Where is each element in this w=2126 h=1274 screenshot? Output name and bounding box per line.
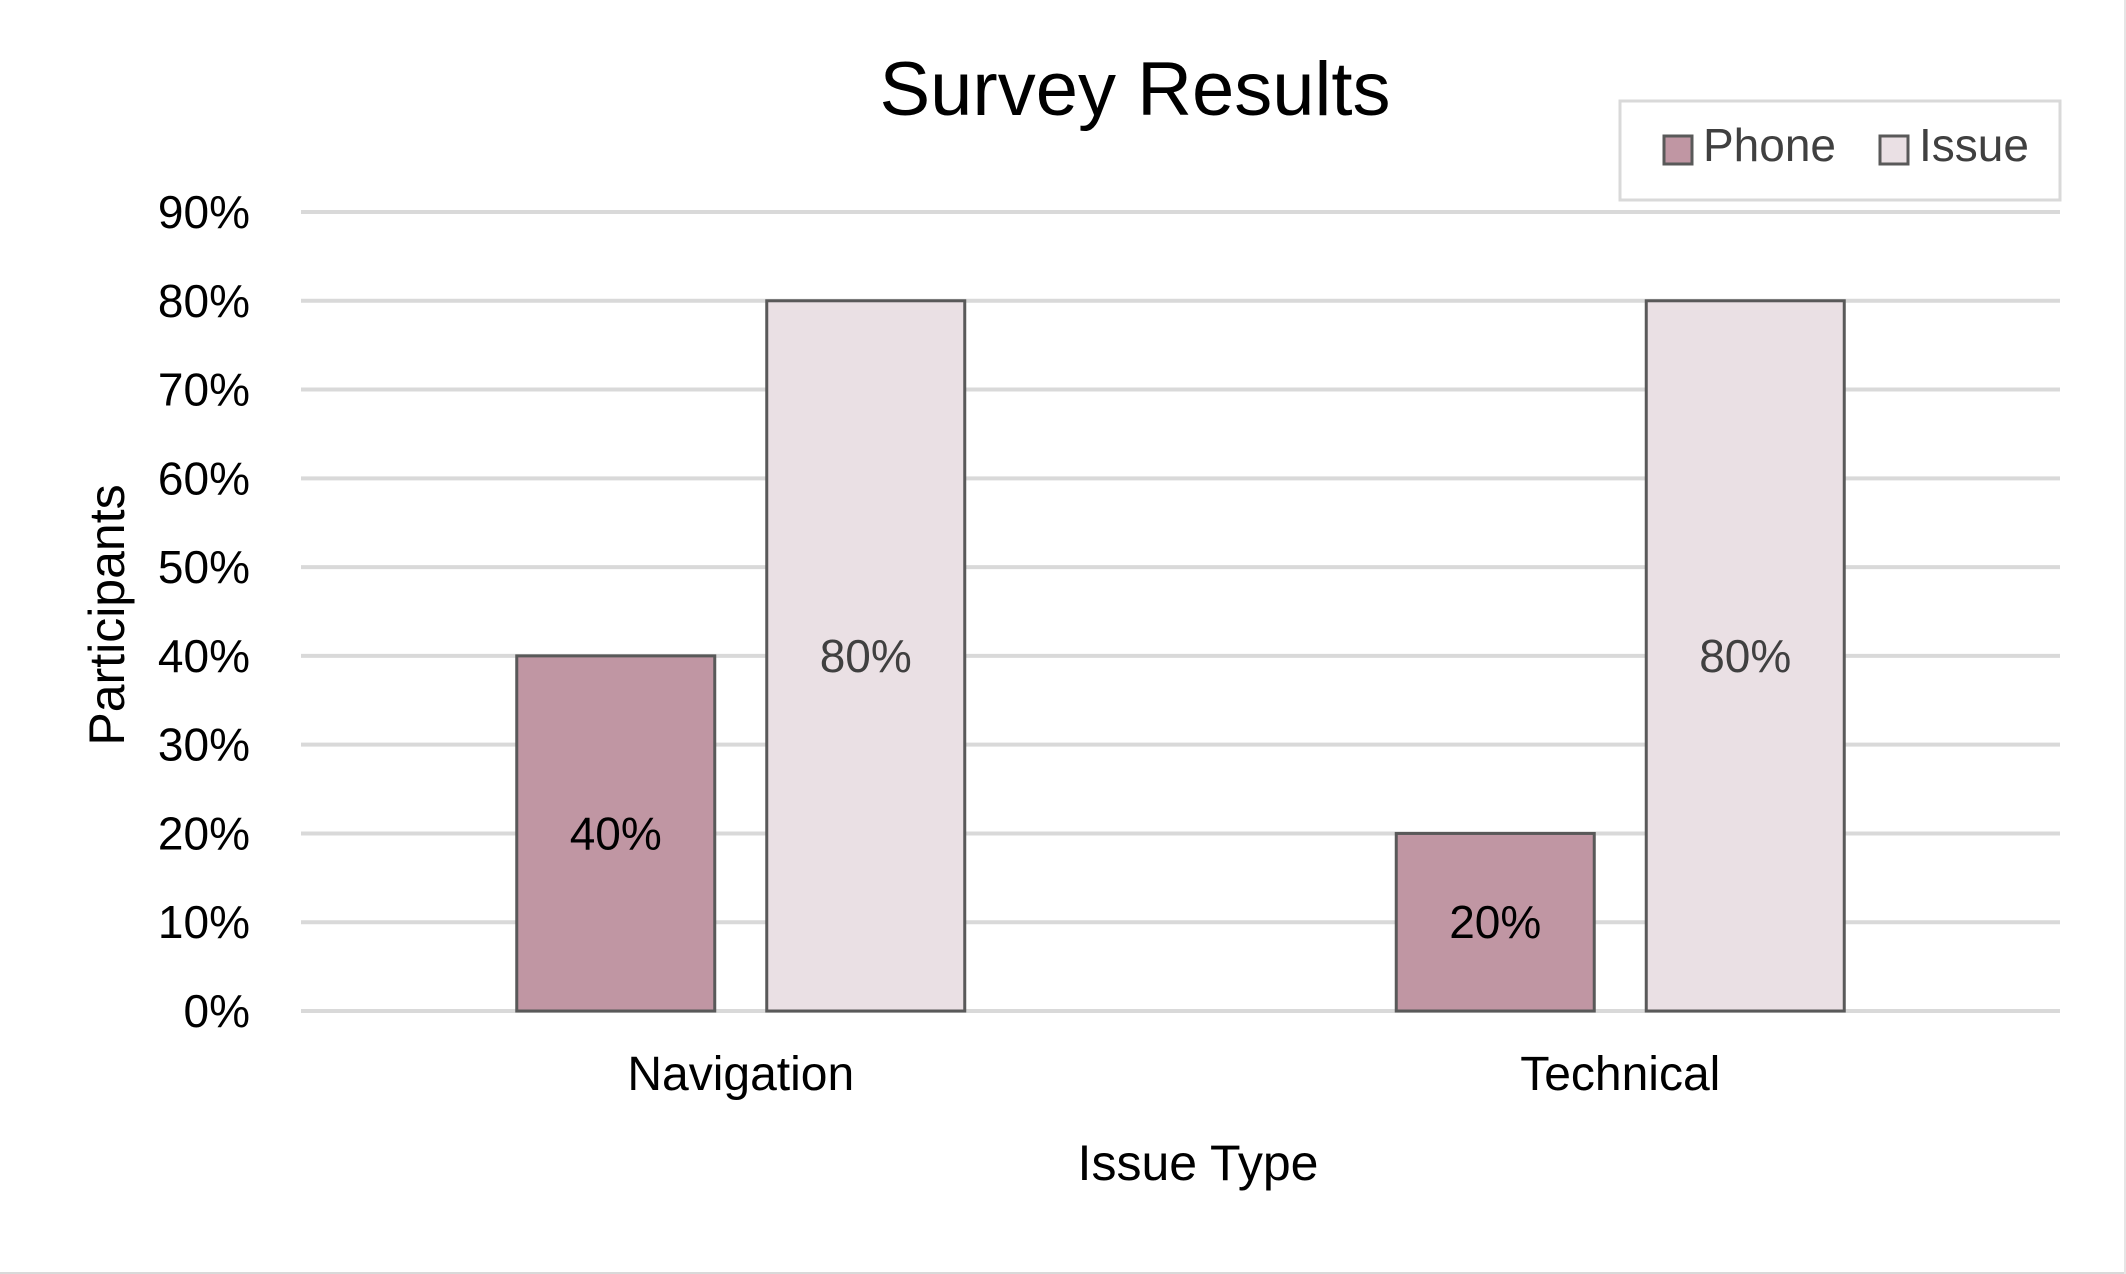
x-axis-title: Issue Type bbox=[1078, 1135, 1319, 1191]
y-tick-label: 60% bbox=[158, 452, 250, 504]
data-labels: 40% 80% 20% 80% bbox=[570, 630, 1792, 948]
data-label: 80% bbox=[820, 630, 912, 682]
y-tick-label: 20% bbox=[158, 807, 250, 859]
legend-swatch-phone bbox=[1662, 134, 1694, 166]
data-label: 20% bbox=[1449, 896, 1541, 948]
chart-title: Survey Results bbox=[879, 47, 1390, 132]
bottom-border bbox=[0, 1272, 2126, 1274]
y-axis-ticks: 0% 10% 20% 30% 40% 50% 60% 70% 80% 90% bbox=[158, 186, 250, 1037]
y-tick-label: 10% bbox=[158, 896, 250, 948]
y-tick-label: 70% bbox=[158, 364, 250, 416]
legend-box bbox=[1618, 99, 2062, 202]
legend-label-phone: Phone bbox=[1703, 119, 1836, 171]
legend-swatch-issue bbox=[1878, 134, 1910, 166]
bar-issue-navigation bbox=[765, 299, 967, 1013]
bars bbox=[515, 299, 1846, 1013]
y-tick-label: 90% bbox=[158, 186, 250, 238]
x-tick-label: Navigation bbox=[627, 1048, 854, 1101]
x-axis-ticks: Navigation Technical bbox=[627, 1048, 1720, 1101]
y-tick-label: 80% bbox=[158, 275, 250, 327]
x-tick-label: Technical bbox=[1520, 1048, 1720, 1101]
bar-phone-navigation bbox=[515, 654, 717, 1013]
legend: Phone Issue bbox=[1618, 99, 2062, 202]
y-tick-label: 0% bbox=[184, 985, 250, 1037]
y-axis-title: Participants bbox=[79, 484, 135, 745]
bar-issue-technical bbox=[1644, 299, 1846, 1013]
legend-label-issue: Issue bbox=[1919, 119, 2029, 171]
legend-items: Phone Issue bbox=[1662, 119, 2029, 171]
data-label: 80% bbox=[1699, 630, 1791, 682]
data-label: 40% bbox=[570, 807, 662, 859]
y-tick-label: 50% bbox=[158, 541, 250, 593]
bar-phone-technical bbox=[1394, 831, 1596, 1013]
y-tick-label: 40% bbox=[158, 630, 250, 682]
y-tick-label: 30% bbox=[158, 719, 250, 771]
right-border bbox=[2124, 0, 2126, 1274]
